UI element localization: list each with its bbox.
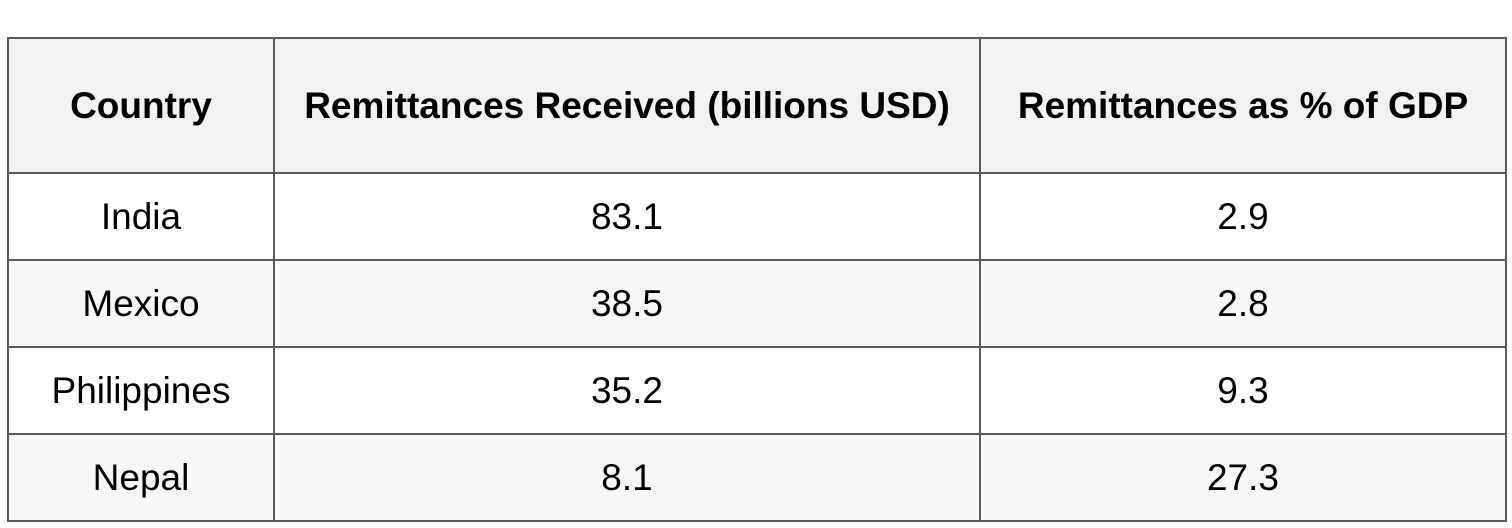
header-row: Country Remittances Received (billions U… xyxy=(7,37,1507,174)
cell-remittances-gdp: 9.3 xyxy=(979,346,1507,435)
table-row: Mexico 38.5 2.8 xyxy=(7,259,1507,348)
cell-remittances-gdp: 2.8 xyxy=(979,259,1507,348)
table-row: India 83.1 2.9 xyxy=(7,172,1507,261)
table-header: Country Remittances Received (billions U… xyxy=(7,37,1507,174)
table-row: Philippines 35.2 9.3 xyxy=(7,346,1507,435)
cell-remittances-gdp: 2.9 xyxy=(979,172,1507,261)
header-remittances-received: Remittances Received (billions USD) xyxy=(273,37,981,174)
remittances-table-container: Country Remittances Received (billions U… xyxy=(7,37,1507,522)
table-body: India 83.1 2.9 Mexico 38.5 2.8 Philippin… xyxy=(7,172,1507,522)
cell-remittances-received: 8.1 xyxy=(273,433,981,522)
header-remittances-gdp: Remittances as % of GDP xyxy=(979,37,1507,174)
cell-country: Nepal xyxy=(7,433,275,522)
remittances-table: Country Remittances Received (billions U… xyxy=(7,37,1507,522)
cell-country: Philippines xyxy=(7,346,275,435)
cell-remittances-received: 83.1 xyxy=(273,172,981,261)
cell-remittances-received: 35.2 xyxy=(273,346,981,435)
header-country: Country xyxy=(7,37,275,174)
table-row: Nepal 8.1 27.3 xyxy=(7,433,1507,522)
cell-remittances-gdp: 27.3 xyxy=(979,433,1507,522)
cell-country: India xyxy=(7,172,275,261)
cell-country: Mexico xyxy=(7,259,275,348)
cell-remittances-received: 38.5 xyxy=(273,259,981,348)
